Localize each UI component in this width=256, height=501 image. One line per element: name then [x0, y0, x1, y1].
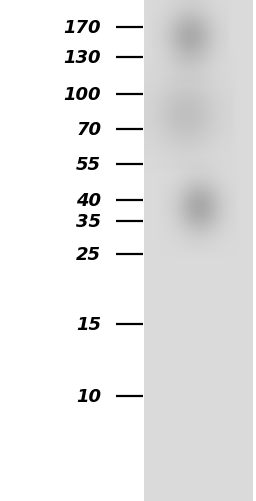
Text: 40: 40: [76, 191, 101, 209]
Text: 55: 55: [76, 155, 101, 173]
Text: 10: 10: [76, 387, 101, 405]
Text: 35: 35: [76, 212, 101, 230]
Text: 15: 15: [76, 316, 101, 334]
Text: 170: 170: [64, 19, 101, 37]
Text: 100: 100: [64, 86, 101, 104]
Text: 25: 25: [76, 245, 101, 264]
Text: 70: 70: [76, 120, 101, 138]
Text: 130: 130: [64, 49, 101, 67]
